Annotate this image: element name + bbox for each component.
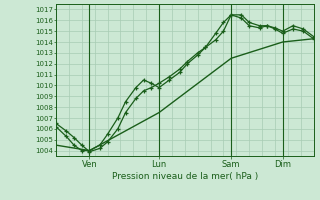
X-axis label: Pression niveau de la mer( hPa ): Pression niveau de la mer( hPa ) xyxy=(112,172,258,181)
